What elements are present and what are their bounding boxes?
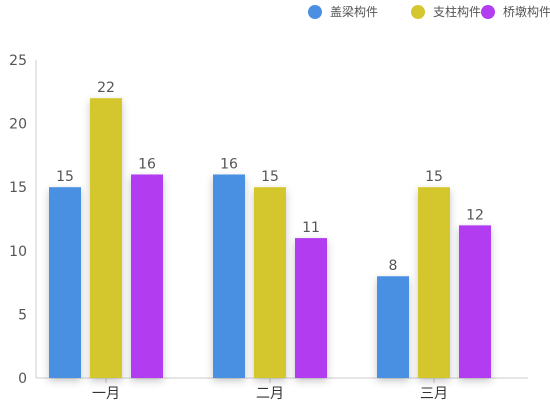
legend-swatch: [411, 5, 425, 19]
bar-value-label: 16: [220, 156, 238, 172]
bar-value-label: 15: [261, 169, 279, 185]
bar-value-label: 15: [56, 169, 74, 185]
bar-2-3[interactable]: [418, 187, 450, 378]
legend-swatch: [308, 5, 322, 19]
y-tick-label: 15: [9, 180, 27, 196]
legend-label: 盖梁构件: [330, 4, 378, 19]
bar-3-3[interactable]: [459, 225, 491, 378]
bar-3-2[interactable]: [295, 238, 327, 378]
bar-3-1[interactable]: [131, 174, 163, 378]
legend-swatch: [481, 5, 495, 19]
x-category-label: 一月: [92, 386, 120, 402]
y-tick-label: 5: [18, 307, 27, 323]
legend-item-3[interactable]: 桥墩构件: [481, 4, 550, 19]
legend-item-2[interactable]: 支柱构件: [411, 4, 481, 19]
bar-value-label: 11: [302, 220, 320, 236]
bar-1-3[interactable]: [377, 276, 409, 378]
x-category-label: 三月: [420, 386, 448, 402]
bar-2-2[interactable]: [254, 187, 286, 378]
bar-value-label: 15: [425, 169, 443, 185]
bar-value-label: 16: [138, 156, 156, 172]
bar-1-1[interactable]: [49, 187, 81, 378]
y-tick-label: 0: [18, 371, 27, 387]
x-category-label: 二月: [256, 386, 284, 402]
bar-1-2[interactable]: [213, 174, 245, 378]
legend-item-1[interactable]: 盖梁构件: [308, 4, 378, 19]
legend-label: 桥墩构件: [503, 4, 550, 19]
y-tick-label: 10: [9, 244, 27, 260]
bar-2-1[interactable]: [90, 98, 122, 378]
y-tick-label: 25: [9, 53, 27, 69]
y-tick-label: 20: [9, 117, 27, 133]
bar-value-label: 22: [97, 80, 115, 96]
legend-label: 支柱构件: [433, 4, 481, 19]
bar-value-label: 8: [389, 258, 398, 274]
bar-value-label: 12: [466, 207, 484, 223]
